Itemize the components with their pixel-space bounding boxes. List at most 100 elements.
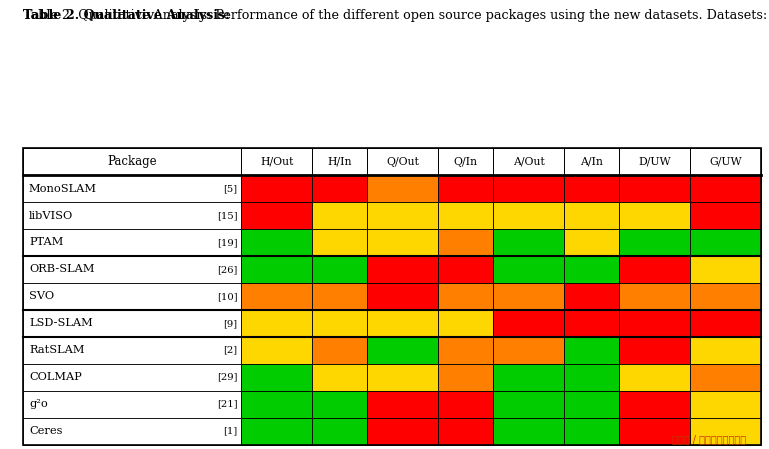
Bar	[312, 283, 367, 310]
Bar	[438, 391, 493, 418]
Bar	[367, 418, 438, 445]
Bar	[690, 391, 761, 418]
Bar	[493, 202, 564, 229]
Bar	[438, 364, 493, 391]
Bar	[367, 148, 438, 175]
Bar	[312, 310, 367, 337]
Bar	[618, 256, 690, 283]
Bar	[241, 229, 312, 256]
Bar	[367, 283, 438, 310]
Bar	[564, 148, 618, 175]
Bar	[690, 364, 761, 391]
Bar	[312, 202, 367, 229]
Text: libVISO: libVISO	[29, 211, 73, 220]
Bar	[23, 256, 241, 283]
Bar	[438, 229, 493, 256]
Text: A/In: A/In	[580, 157, 603, 167]
Bar	[690, 283, 761, 310]
Bar	[241, 283, 312, 310]
Bar	[312, 256, 367, 283]
Bar	[312, 148, 367, 175]
Bar	[618, 202, 690, 229]
Text: Q/Out: Q/Out	[386, 157, 419, 167]
Bar	[367, 175, 438, 202]
Text: [21]: [21]	[217, 400, 238, 409]
Bar	[23, 148, 241, 175]
Bar	[564, 175, 618, 202]
Text: Package: Package	[107, 155, 157, 168]
Text: 头条号 / 机器学与人工智能: 头条号 / 机器学与人工智能	[672, 435, 746, 445]
Bar	[690, 418, 761, 445]
Bar	[564, 283, 618, 310]
Bar	[438, 148, 493, 175]
Text: MonoSLAM: MonoSLAM	[29, 184, 97, 194]
Text: LSD-SLAM: LSD-SLAM	[29, 318, 93, 328]
Bar	[438, 337, 493, 364]
Text: H/Out: H/Out	[260, 157, 294, 167]
Bar	[690, 310, 761, 337]
Text: Table 2. Qualitative Analysis: Performance of the different open source packages: Table 2. Qualitative Analysis: Performan…	[23, 9, 769, 22]
Bar	[312, 175, 367, 202]
Text: [29]: [29]	[217, 373, 238, 382]
Bar	[690, 175, 761, 202]
Bar	[312, 391, 367, 418]
Bar	[618, 310, 690, 337]
Text: Q/In: Q/In	[454, 157, 478, 167]
Bar	[564, 337, 618, 364]
Bar	[564, 310, 618, 337]
Bar	[493, 337, 564, 364]
Bar	[438, 418, 493, 445]
Bar	[493, 283, 564, 310]
Bar	[367, 202, 438, 229]
Text: [1]: [1]	[223, 427, 238, 436]
Bar	[241, 310, 312, 337]
Bar	[241, 256, 312, 283]
Bar	[23, 364, 241, 391]
Bar	[23, 391, 241, 418]
Bar	[618, 229, 690, 256]
Bar	[493, 310, 564, 337]
Bar	[690, 148, 761, 175]
Text: PTAM: PTAM	[29, 238, 63, 247]
Text: A/Out: A/Out	[513, 157, 544, 167]
Bar	[367, 391, 438, 418]
Text: [9]: [9]	[223, 319, 238, 328]
Bar	[312, 418, 367, 445]
Text: [5]: [5]	[223, 184, 238, 193]
Bar	[367, 364, 438, 391]
Text: [15]: [15]	[217, 211, 238, 220]
Bar	[367, 256, 438, 283]
Bar	[241, 337, 312, 364]
Text: Table 2. Qualitative Analysis:: Table 2. Qualitative Analysis:	[23, 9, 230, 22]
Bar	[23, 229, 241, 256]
Bar	[493, 364, 564, 391]
Bar	[23, 310, 241, 337]
Text: SVO: SVO	[29, 291, 54, 301]
Bar	[23, 175, 241, 202]
Text: RatSLAM: RatSLAM	[29, 345, 85, 355]
Bar	[493, 418, 564, 445]
Bar	[618, 391, 690, 418]
Text: H/In: H/In	[328, 157, 352, 167]
Bar	[23, 283, 241, 310]
Bar	[564, 364, 618, 391]
Text: COLMAP: COLMAP	[29, 372, 82, 382]
Bar	[493, 229, 564, 256]
Bar	[367, 229, 438, 256]
Text: [19]: [19]	[217, 238, 238, 247]
Bar	[690, 337, 761, 364]
Text: [10]: [10]	[217, 292, 238, 301]
Text: g²o: g²o	[29, 399, 48, 409]
Bar	[23, 202, 241, 229]
Bar	[241, 202, 312, 229]
Bar	[564, 256, 618, 283]
Bar	[312, 229, 367, 256]
Bar	[241, 148, 312, 175]
Bar	[438, 175, 493, 202]
Bar	[241, 418, 312, 445]
Bar	[564, 418, 618, 445]
Bar	[618, 364, 690, 391]
Bar	[493, 256, 564, 283]
Text: ORB-SLAM: ORB-SLAM	[29, 264, 95, 274]
Bar	[618, 283, 690, 310]
